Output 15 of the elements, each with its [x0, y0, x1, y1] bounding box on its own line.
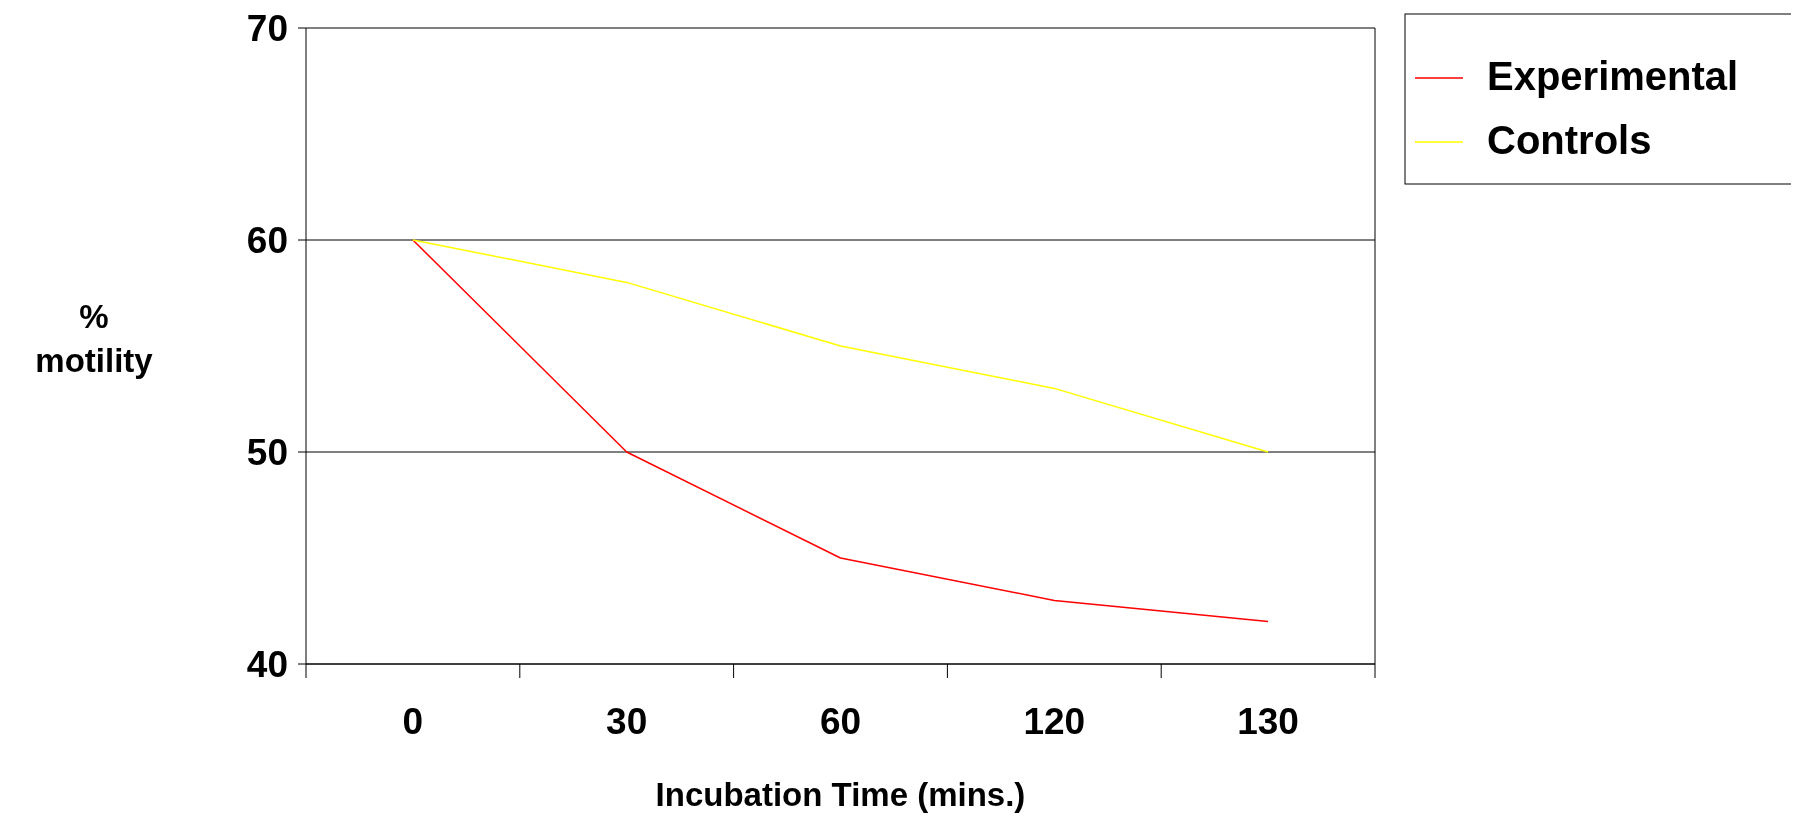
line-series [412, 239, 1269, 623]
y-tick-label: 50 [246, 431, 288, 473]
legend-label: Experimental [1487, 54, 1739, 98]
y-axis-title: % motility [35, 298, 154, 379]
x-tick-label: 0 [402, 701, 424, 742]
x-axis-title: Incubation Time (mins.) [655, 776, 1026, 813]
line-series [412, 239, 1269, 453]
x-tick-label: 30 [606, 701, 648, 742]
legend-label: Controls [1487, 118, 1652, 162]
y-tick-label: 60 [246, 219, 288, 261]
x-tick-label: 60 [819, 701, 862, 742]
x-tick-label: 130 [1237, 701, 1299, 742]
y-tick-label: 40 [246, 643, 288, 685]
x-tick-label: 120 [1023, 701, 1086, 742]
y-tick-label: 70 [246, 7, 288, 49]
